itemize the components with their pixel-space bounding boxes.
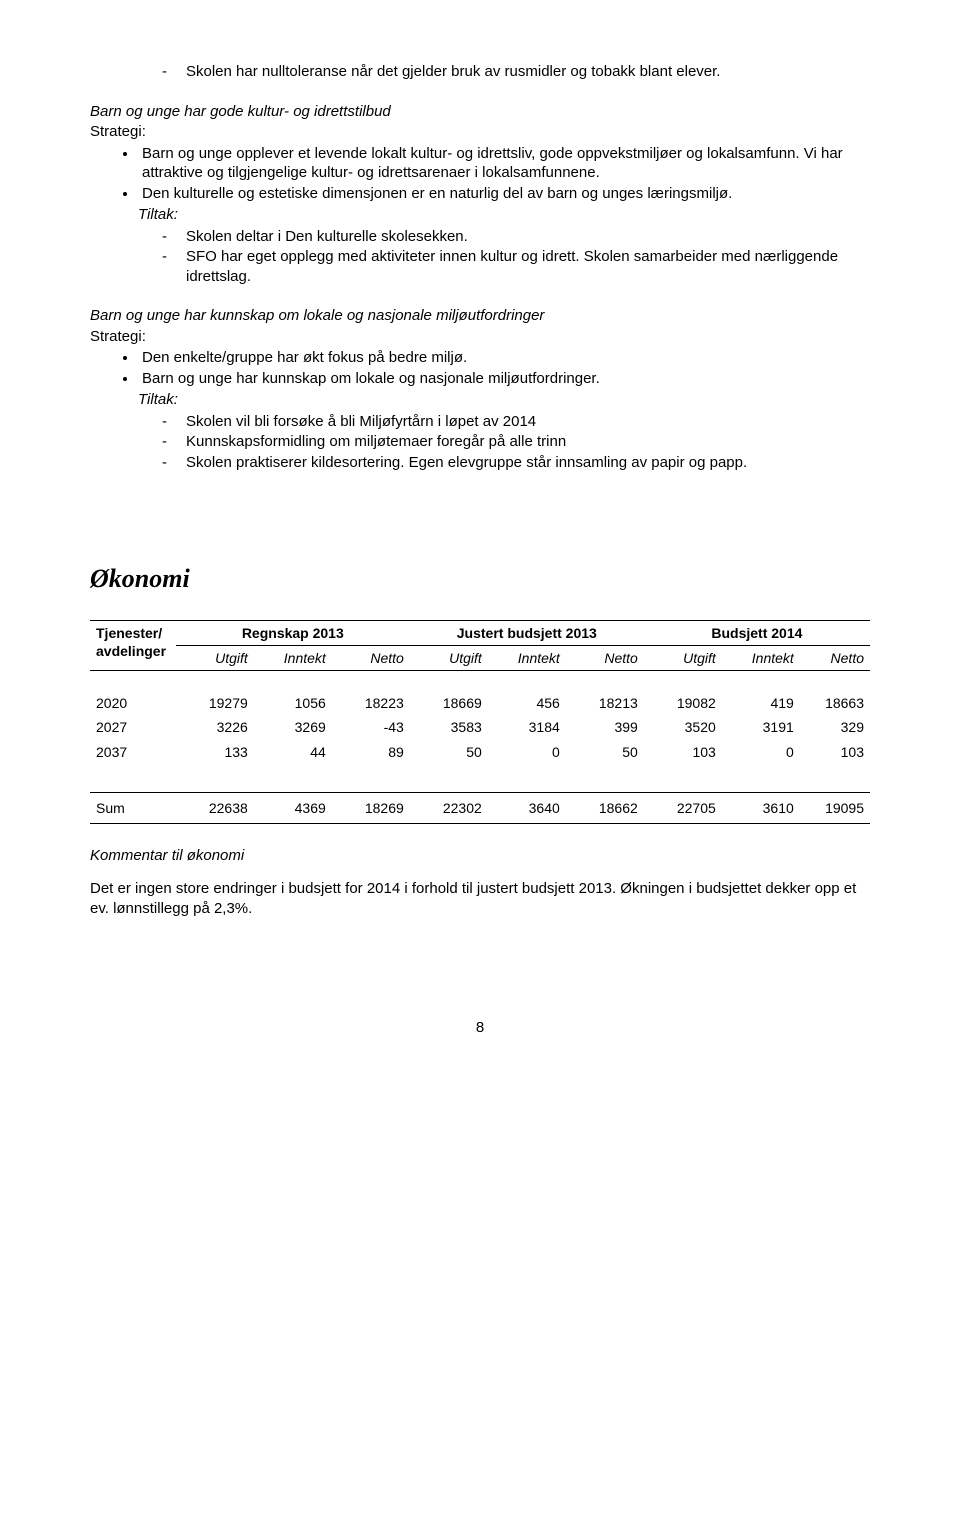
cell: 399 [566,715,644,739]
cell: 50 [410,740,488,764]
section-title: Barn og unge har gode kultur- og idretts… [90,102,870,122]
kommentar-heading: Kommentar til økonomi [90,846,870,866]
table-row: 2037 133 44 89 50 0 50 103 0 103 [90,740,870,764]
col-utgift: Utgift [644,645,722,670]
col-services: Tjenester/ avdelinger [90,620,176,670]
cell: 419 [722,691,800,715]
table-row: 2027 3226 3269 -43 3583 3184 399 3520 31… [90,715,870,739]
list-item: Skolen vil bli forsøke å bli Miljøfyrtår… [162,412,870,432]
cell: 3191 [722,715,800,739]
list-item: Skolen har nulltoleranse når det gjelder… [162,62,870,82]
table-header-row: Tjenester/ avdelinger Regnskap 2013 Just… [90,620,870,645]
list-item: Barn og unge opplever et levende lokalt … [138,144,870,183]
cell: 22302 [410,792,488,823]
section-title: Barn og unge har kunnskap om lokale og n… [90,306,870,326]
col-inntekt: Inntekt [488,645,566,670]
cell: 3269 [254,715,332,739]
col-inntekt: Inntekt [254,645,332,670]
cell: 456 [488,691,566,715]
list-item: Den kulturelle og estetiske dimensjonen … [138,184,870,204]
col-netto: Netto [566,645,644,670]
tiltak-label: Tiltak: [90,205,870,225]
dash-list: Skolen vil bli forsøke å bli Miljøfyrtår… [90,412,870,473]
list-item: Kunnskapsformidling om miljøtemaer foreg… [162,432,870,452]
cell: 19095 [800,792,870,823]
strategi-label: Strategi: [90,122,870,142]
cell: 3226 [176,715,254,739]
list-item: Skolen deltar i Den kulturelle skolesekk… [162,227,870,247]
list-item: Den enkelte/gruppe har økt fokus på bedr… [138,348,870,368]
cell: 133 [176,740,254,764]
list-item: Barn og unge har kunnskap om lokale og n… [138,369,870,389]
col-budsjett: Budsjett 2014 [644,620,870,645]
col-justert: Justert budsjett 2013 [410,620,644,645]
cell: 2027 [90,715,176,739]
cell: 2037 [90,740,176,764]
cell: 19082 [644,691,722,715]
cell: -43 [332,715,410,739]
cell: 3184 [488,715,566,739]
cell: 19279 [176,691,254,715]
cell: 329 [800,715,870,739]
list-item: SFO har eget opplegg med aktiviteter inn… [162,247,870,286]
cell: 3520 [644,715,722,739]
page-number: 8 [90,1018,870,1038]
cell: 2020 [90,691,176,715]
economy-table: Tjenester/ avdelinger Regnskap 2013 Just… [90,620,870,824]
col-utgift: Utgift [176,645,254,670]
col-inntekt: Inntekt [722,645,800,670]
dash-list: Skolen deltar i Den kulturelle skolesekk… [90,227,870,287]
tiltak-label: Tiltak: [90,390,870,410]
bullet-list: Den enkelte/gruppe har økt fokus på bedr… [90,348,870,388]
col-netto: Netto [800,645,870,670]
col-regnskap: Regnskap 2013 [176,620,410,645]
table-subheader-row: Utgift Inntekt Netto Utgift Inntekt Nett… [90,645,870,670]
cell: 18223 [332,691,410,715]
cell: 103 [800,740,870,764]
cell: 1056 [254,691,332,715]
economy-heading: Økonomi [90,562,870,596]
sum-label: Sum [90,792,176,823]
cell: 3583 [410,715,488,739]
cell: 18663 [800,691,870,715]
cell: 89 [332,740,410,764]
cell: 44 [254,740,332,764]
cell: 18662 [566,792,644,823]
cell: 18213 [566,691,644,715]
top-dash-list: Skolen har nulltoleranse når det gjelder… [90,62,870,82]
cell: 22638 [176,792,254,823]
cell: 3610 [722,792,800,823]
cell: 3640 [488,792,566,823]
cell: 4369 [254,792,332,823]
strategi-label: Strategi: [90,327,870,347]
cell: 103 [644,740,722,764]
table-sum-row: Sum 22638 4369 18269 22302 3640 18662 22… [90,792,870,823]
col-utgift: Utgift [410,645,488,670]
cell: 50 [566,740,644,764]
table-row: 2020 19279 1056 18223 18669 456 18213 19… [90,691,870,715]
cell: 18669 [410,691,488,715]
cell: 0 [722,740,800,764]
list-item: Skolen praktiserer kildesortering. Egen … [162,453,870,473]
cell: 0 [488,740,566,764]
col-netto: Netto [332,645,410,670]
bullet-list: Barn og unge opplever et levende lokalt … [90,144,870,204]
kommentar-body: Det er ingen store endringer i budsjett … [90,879,870,918]
cell: 18269 [332,792,410,823]
cell: 22705 [644,792,722,823]
